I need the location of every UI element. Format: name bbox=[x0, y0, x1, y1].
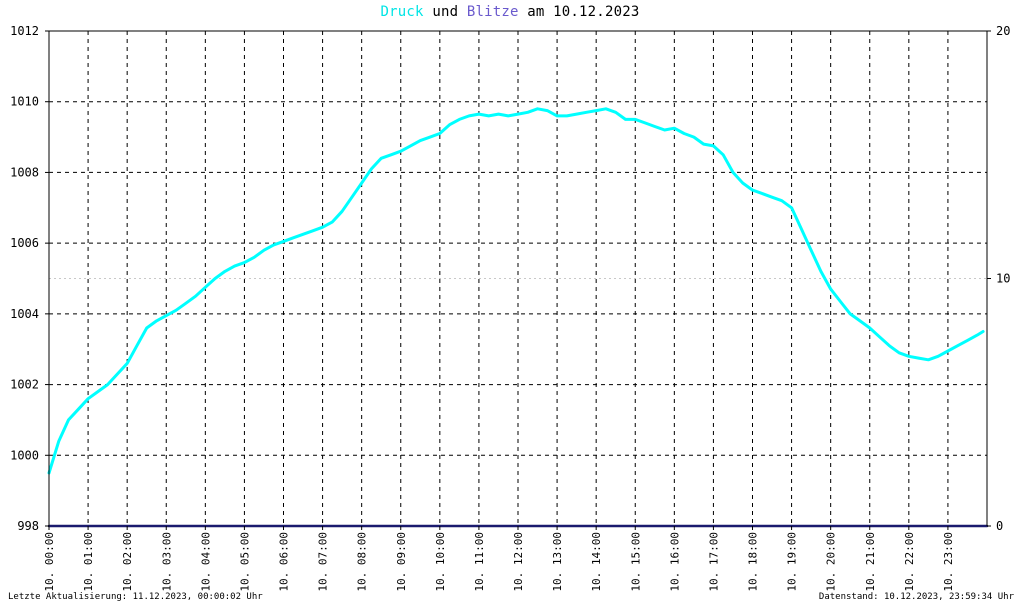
x-tick-label: 10. 20:00 bbox=[825, 532, 838, 592]
y-left-tick-label: 1008 bbox=[10, 165, 39, 179]
x-tick-label: 10. 18:00 bbox=[747, 532, 760, 592]
y-left-tick-label: 998 bbox=[17, 519, 39, 533]
title-date: am 10.12.2023 bbox=[527, 4, 640, 20]
x-tick-label: 10. 00:00 bbox=[43, 532, 56, 592]
x-tick-label: 10. 01:00 bbox=[82, 532, 95, 592]
y-left-tick-label: 1004 bbox=[10, 307, 39, 321]
x-tick-label: 10. 13:00 bbox=[551, 532, 564, 592]
y-left-tick-label: 1000 bbox=[10, 448, 39, 462]
axes: 998 1000 1002 1004 1006 1008 1010 1012 0 10 20 10. … bbox=[10, 24, 1010, 592]
x-tick-label: 10. 02:00 bbox=[121, 532, 134, 592]
y-right-tick-label: 0 bbox=[996, 519, 1003, 533]
footer-last-update: Letzte Aktualisierung: 11.12.2023, 00:00… bbox=[8, 592, 263, 602]
title-druck: Druck bbox=[380, 4, 424, 20]
x-tick-label: 10. 03:00 bbox=[160, 532, 173, 592]
x-tick-label: 10. 04:00 bbox=[199, 532, 212, 592]
x-tick-label: 10. 08:00 bbox=[356, 532, 369, 592]
x-tick-label: 10. 10:00 bbox=[434, 532, 447, 592]
x-tick-label: 10. 07:00 bbox=[317, 532, 330, 592]
x-tick-label: 10. 21:00 bbox=[864, 532, 877, 592]
x-tick-label: 10. 16:00 bbox=[668, 532, 681, 592]
series-druck-line bbox=[47, 107, 985, 475]
chart-title: Druck und Blitze am 10.12.2023 bbox=[0, 4, 1020, 20]
y-right-tick-label: 10 bbox=[996, 272, 1010, 286]
title-und: und bbox=[432, 4, 459, 20]
x-tick-label: 10. 11:00 bbox=[473, 532, 486, 592]
x-tick-label: 10. 19:00 bbox=[786, 532, 799, 592]
x-tick-label: 10. 12:00 bbox=[512, 532, 525, 592]
y-left-tick-label: 1010 bbox=[10, 95, 39, 109]
y-right-tick-label: 20 bbox=[996, 24, 1010, 38]
footer-data-status: Datenstand: 10.12.2023, 23:59:34 Uhr bbox=[818, 592, 1014, 602]
x-tick-label: 10. 05:00 bbox=[238, 532, 251, 592]
x-tick-label: 10. 06:00 bbox=[278, 532, 291, 592]
grid bbox=[49, 31, 987, 526]
title-blitze: Blitze bbox=[466, 4, 519, 20]
x-tick-label: 10. 14:00 bbox=[590, 532, 603, 592]
x-tick-label: 10. 17:00 bbox=[707, 532, 720, 592]
x-tick-label: 10. 15:00 bbox=[629, 532, 642, 592]
x-tick-label: 10. 23:00 bbox=[942, 532, 955, 592]
y-left-tick-label: 1002 bbox=[10, 378, 39, 392]
x-tick-label: 10. 09:00 bbox=[395, 532, 408, 592]
x-tick-label: 10. 22:00 bbox=[903, 532, 916, 592]
y-left-tick-label: 1006 bbox=[10, 236, 39, 250]
y-left-tick-label: 1012 bbox=[10, 24, 39, 38]
